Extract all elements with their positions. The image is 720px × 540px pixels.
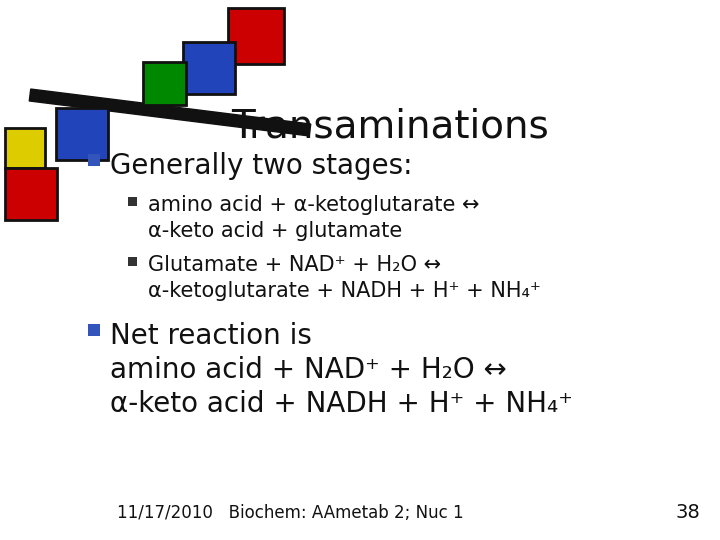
Text: α-keto acid + glutamate: α-keto acid + glutamate [148,221,402,241]
Bar [183,42,235,94]
Text: α-ketoglutarate + NADH + H⁺ + NH₄⁺: α-ketoglutarate + NADH + H⁺ + NH₄⁺ [148,281,541,301]
Text: Generally two stages:: Generally two stages: [110,152,413,180]
Bar [56,108,108,160]
Text: 38: 38 [675,503,700,522]
Bar [228,8,284,64]
Text: Glutamate + NAD⁺ + H₂O ↔: Glutamate + NAD⁺ + H₂O ↔ [148,255,441,275]
Text: α-keto acid + NADH + H⁺ + NH₄⁺: α-keto acid + NADH + H⁺ + NH₄⁺ [110,390,573,418]
Text: Transaminations: Transaminations [231,108,549,146]
FancyArrow shape [30,89,311,136]
Text: Net reaction is: Net reaction is [110,322,312,350]
Bar [143,62,186,105]
Bar [88,324,100,336]
Text: 11/17/2010   Biochem: AAmetab 2; Nuc 1: 11/17/2010 Biochem: AAmetab 2; Nuc 1 [117,504,463,522]
Bar [88,154,100,166]
Text: amino acid + α-ketoglutarate ↔: amino acid + α-ketoglutarate ↔ [148,195,480,215]
Bar [5,128,45,168]
Bar [128,257,137,266]
Bar [5,168,57,220]
Text: amino acid + NAD⁺ + H₂O ↔: amino acid + NAD⁺ + H₂O ↔ [110,356,507,384]
Bar [128,197,137,206]
